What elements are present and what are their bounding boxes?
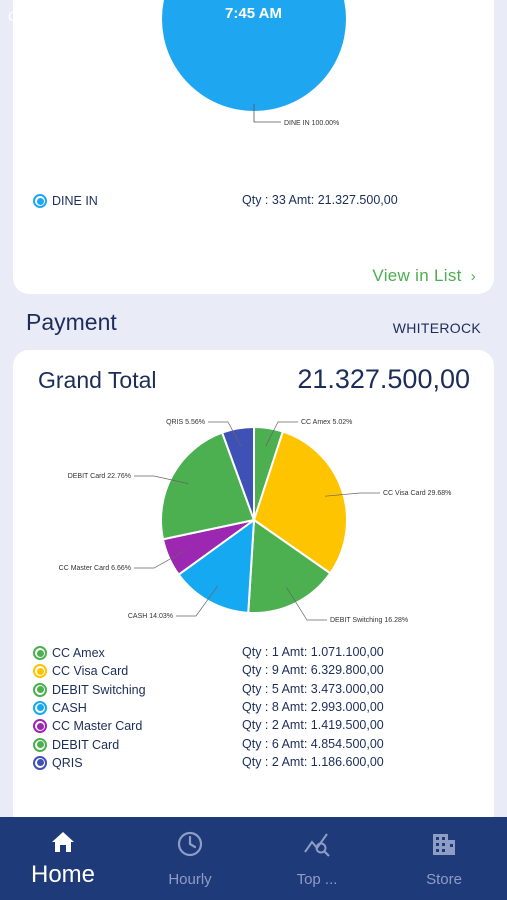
pie-label: CASH 14.03%: [128, 613, 173, 620]
pie-leader-line: [176, 585, 219, 617]
legend-dot-icon: [33, 755, 47, 770]
status-time: 7:45 AM: [225, 5, 282, 22]
section-title-payment: Payment: [26, 309, 117, 335]
legend-dot-icon: [33, 646, 47, 660]
legend-label: CC Master Card: [52, 719, 143, 734]
legend-qty-amount: Qty : 2 Amt: 1.186.600,00: [242, 754, 384, 769]
pie-label: CC Master Card 6.66%: [59, 565, 131, 572]
chart-search-icon: [254, 830, 380, 858]
pie-slice-debit-switching: [247, 518, 332, 614]
legend-item: QRIS: [33, 754, 83, 772]
legend-dot-icon: [33, 664, 47, 679]
legend-item: CC Visa Card: [33, 662, 128, 680]
legend-label: DEBIT Card: [52, 737, 120, 752]
chevron-right-icon: ›: [470, 268, 476, 285]
legend-qty-amount: Qty : 8 Amt: 2.993.000,00: [242, 699, 384, 714]
legend-item: DEBIT Card: [33, 736, 119, 754]
legend-label: QRIS: [52, 755, 83, 770]
building-icon: [381, 830, 507, 858]
dine-in-slice: [162, 0, 346, 111]
pie-leader-line: [208, 421, 242, 447]
legend-label: CC Amex: [52, 646, 105, 660]
pie-label: CC Visa Card 29.68%: [383, 490, 451, 497]
legend-label: DINE IN: [52, 194, 98, 208]
legend-qty-amount: Qty : 9 Amt: 6.329.800,00: [242, 663, 384, 678]
pie-label: CC Amex 5.02%: [301, 419, 352, 426]
legend-dot-icon: [33, 737, 47, 752]
nav-top[interactable]: Top ...: [254, 817, 380, 900]
pie-leader-line: [134, 550, 186, 569]
grand-total-value: 21.327.500,00: [297, 364, 470, 394]
legend-qty-amount: Qty : 5 Amt: 3.473.000,00: [242, 681, 384, 696]
pie-slice-debit-card: [160, 431, 256, 541]
pie-leader-line: [325, 492, 380, 497]
store-name[interactable]: WHITEROCK: [392, 320, 481, 336]
status-left-glyph: C: [8, 8, 19, 24]
payment-card: Grand Total 21.327.500,00 CC Amex 5.02% C…: [13, 350, 494, 830]
pie-leader-line: [265, 421, 298, 447]
nav-home[interactable]: Home: [0, 817, 126, 900]
view-in-list-link[interactable]: View in List ›: [372, 266, 476, 286]
legend-item: CASH: [33, 699, 87, 717]
bottom-navigation: Home Hourly Top ... Store: [0, 817, 507, 900]
legend-label: DEBIT Switching: [52, 682, 146, 697]
legend-label: CC Visa Card: [52, 664, 129, 679]
legend-dot-icon: [33, 682, 47, 697]
legend-qty-amount: Qty : 1 Amt: 1.071.100,00: [242, 645, 384, 659]
home-icon: [0, 830, 126, 858]
pie-slice-qris: [220, 425, 255, 521]
pie-leader-line: [286, 587, 327, 621]
legend-dot-icon: [33, 194, 47, 208]
pie-leader-line: [134, 475, 189, 484]
legend-qty-amount: Qty : 2 Amt: 1.419.500,00: [242, 718, 384, 733]
legend-dot-icon: [33, 700, 47, 715]
pie-slice-cash: [177, 517, 256, 614]
legend-item: CC Amex: [33, 644, 105, 662]
view-in-list-label[interactable]: View in List: [372, 266, 462, 285]
nav-home-label: Home: [30, 861, 96, 888]
dine-in-pie-label: DINE IN 100.00%: [284, 120, 339, 127]
nav-store-label: Store: [426, 871, 462, 888]
legend-item-dine-in: DINE IN: [33, 192, 98, 210]
sales-type-card: DINE IN 100.00% DINE IN Qty : 33 Amt: 21…: [13, 0, 494, 294]
legend-qty-amount: Qty : 6 Amt: 4.854.500,00: [242, 736, 384, 751]
nav-store[interactable]: Store: [381, 817, 507, 900]
legend-item: CC Master Card: [33, 717, 142, 735]
pie-label: QRIS 5.56%: [166, 419, 205, 426]
nav-hourly[interactable]: Hourly: [127, 817, 253, 900]
grand-total-label: Grand Total: [38, 367, 157, 393]
clock-icon: [127, 830, 253, 858]
dine-in-leader-line: [253, 104, 281, 123]
pie-label: DEBIT Card 22.76%: [68, 473, 131, 480]
nav-top-label: Top ...: [296, 871, 338, 888]
legend-dot-icon: [33, 719, 47, 734]
dine-in-pie-chart: DINE IN 100.00%: [162, 0, 346, 127]
pie-slice-cc-visa-card: [252, 430, 348, 575]
pie-label: DEBIT Switching 16.28%: [330, 617, 408, 624]
legend-item: DEBIT Switching: [33, 681, 146, 699]
payment-pie-chart: CC Amex 5.02% CC Visa Card 29.68% DEBIT Sw…: [59, 419, 452, 624]
legend-qty-amount: Qty : 33 Amt: 21.327.500,00: [242, 193, 398, 207]
nav-hourly-label: Hourly: [168, 871, 212, 888]
legend-label: CASH: [52, 700, 87, 715]
